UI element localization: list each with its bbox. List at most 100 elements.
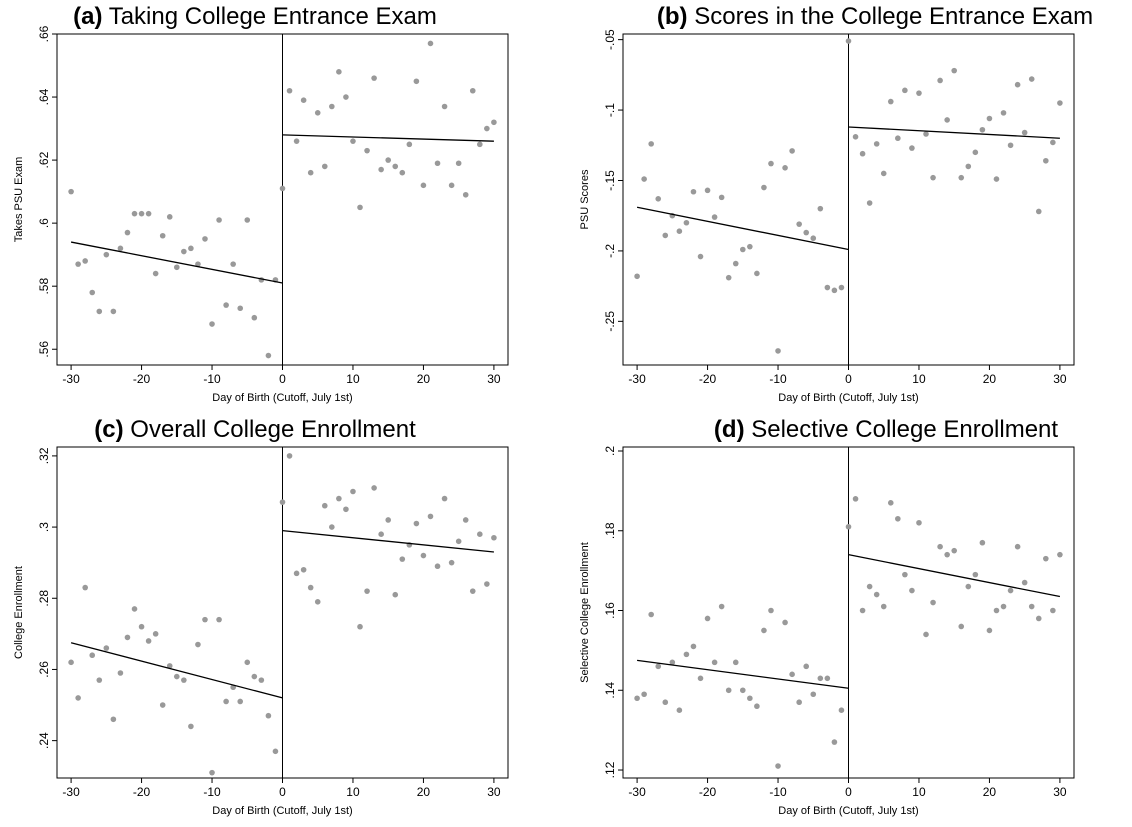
y-tick-label: .18	[603, 522, 617, 539]
data-point	[909, 587, 915, 594]
data-point	[895, 515, 901, 522]
data-point	[300, 566, 307, 573]
data-point	[286, 453, 293, 459]
data-point	[181, 248, 187, 255]
x-tick-label: -20	[699, 372, 717, 386]
fit-line-right	[282, 134, 494, 142]
y-tick-label: .56	[37, 341, 51, 358]
data-point	[195, 261, 201, 267]
data-point	[958, 623, 965, 630]
data-point	[477, 531, 483, 537]
data-point	[1021, 129, 1028, 136]
data-point	[761, 184, 767, 191]
data-point	[406, 141, 413, 148]
data-point	[1050, 607, 1056, 614]
data-point	[1057, 551, 1063, 558]
data-point	[96, 308, 103, 315]
x-tick-label: 30	[487, 785, 501, 799]
x-tick-label: -20	[699, 785, 717, 799]
data-point	[357, 204, 363, 211]
x-tick-label: -30	[628, 372, 646, 386]
data-point	[979, 539, 986, 546]
data-point	[718, 194, 725, 201]
panel-d: (d) Selective College Enrollment -30 -20 -1…	[566, 413, 1132, 826]
data-point	[732, 659, 739, 666]
data-point	[937, 543, 943, 550]
y-tick-label: .3	[37, 522, 51, 532]
y-axis-title: PSU Scores	[579, 169, 591, 229]
data-point	[1021, 579, 1028, 586]
data-point	[930, 599, 936, 606]
fit-line-right	[848, 126, 1060, 139]
data-point	[845, 38, 852, 44]
data-point	[972, 571, 979, 578]
data-point	[662, 699, 669, 706]
data-point	[399, 556, 406, 562]
data-point	[434, 563, 441, 570]
data-point	[909, 145, 915, 151]
data-point	[880, 603, 887, 610]
data-point	[768, 160, 774, 167]
chart-title: (b) Scores in the College Entrance Exam	[657, 3, 1093, 30]
data-point	[314, 110, 321, 116]
data-point	[110, 308, 117, 315]
data-point	[469, 87, 476, 94]
data-point	[216, 217, 222, 223]
data-point	[831, 739, 838, 745]
data-point	[838, 707, 845, 714]
data-point	[1050, 139, 1056, 146]
panel-title: Scores in the College Entrance Exam	[688, 3, 1094, 30]
data-point	[634, 695, 640, 702]
panel-title: Overall College Enrollment	[124, 416, 416, 443]
data-point	[859, 607, 866, 614]
panel-label: (c)	[94, 416, 123, 443]
data-point	[96, 677, 103, 683]
x-tick-label: 20	[983, 785, 997, 799]
data-point	[986, 627, 993, 634]
data-point	[697, 675, 704, 682]
x-tick-label: 0	[279, 372, 286, 386]
data-point	[979, 126, 986, 133]
data-point	[655, 195, 662, 202]
data-point	[768, 607, 774, 614]
data-point	[725, 687, 732, 694]
data-point	[923, 131, 929, 137]
data-point	[152, 270, 159, 277]
data-point	[230, 261, 236, 267]
data-point	[1000, 110, 1007, 116]
data-point	[223, 698, 229, 705]
data-point	[803, 663, 810, 670]
data-point	[477, 141, 483, 148]
data-point	[251, 314, 258, 321]
data-point	[202, 236, 208, 242]
data-point	[166, 663, 173, 669]
x-axis-title: Day of Birth (Cutoff, July 1st)	[212, 392, 352, 404]
data-point	[420, 552, 427, 559]
data-point	[951, 67, 958, 74]
data-point	[307, 584, 314, 591]
data-point	[244, 217, 251, 223]
y-tick-label: -.2	[603, 244, 617, 258]
x-axis-title: Day of Birth (Cutoff, July 1st)	[212, 805, 352, 817]
y-tick-label: .16	[603, 602, 617, 619]
data-point	[343, 506, 349, 513]
data-point	[958, 174, 965, 181]
data-point	[293, 570, 300, 577]
data-point	[634, 273, 640, 280]
y-tick-label: -.05	[603, 29, 617, 50]
y-tick-label: -.15	[603, 170, 617, 191]
y-tick-label: -.25	[603, 311, 617, 332]
fit-line-left	[637, 659, 849, 689]
data-point	[272, 748, 279, 755]
data-point	[258, 677, 265, 683]
x-tick-label: 20	[417, 372, 431, 386]
y-tick-label: .26	[37, 661, 51, 678]
data-point	[138, 210, 145, 217]
data-point	[930, 174, 936, 181]
data-point	[789, 671, 795, 678]
data-point	[110, 716, 117, 723]
data-point	[145, 638, 152, 644]
data-point	[1028, 76, 1035, 82]
x-tick-label: -10	[769, 785, 787, 799]
data-point	[648, 141, 654, 147]
